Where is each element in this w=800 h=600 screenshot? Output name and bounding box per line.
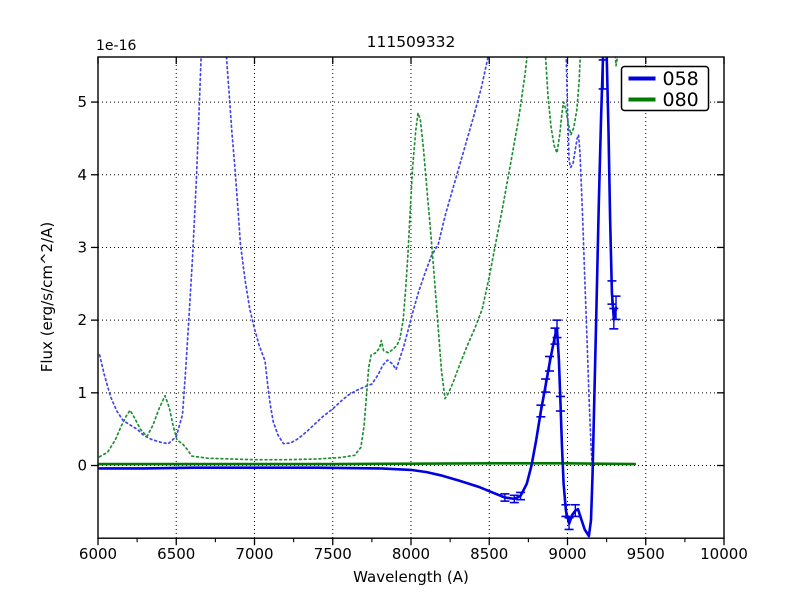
x-tick-label: 6500 [157, 545, 195, 563]
x-tick-label: 8000 [392, 545, 430, 563]
series-line-058-noise-spectrum[interactable] [98, 44, 594, 465]
y-tick-label: 5 [77, 93, 87, 111]
legend-label: 080 [663, 89, 699, 111]
gridlines [97, 57, 725, 539]
x-tick-label: 9500 [627, 545, 665, 563]
y-axis-offset-text: 1e-16 [96, 38, 136, 54]
x-tick-label: 7000 [235, 545, 273, 563]
y-axis-label: Flux (erg/s/cm^2/A) [38, 222, 56, 373]
axis-labels: 111509332 1e-16 6000 6500 7000 7500 8000 8500 90… [38, 33, 748, 586]
axes-frame [91, 56, 725, 546]
legend-label: 058 [663, 68, 699, 90]
series-line-080[interactable] [98, 462, 637, 466]
x-tick-label: 6000 [79, 545, 117, 563]
series-line-080-noise-spectrum[interactable] [98, 44, 619, 461]
y-tick-label: 4 [77, 166, 87, 184]
x-tick-label: 8500 [470, 545, 508, 563]
x-tick-label: 9000 [548, 545, 586, 563]
series-lines [98, 44, 637, 538]
x-tick-label: 10000 [700, 545, 748, 563]
y-tick-label: 1 [77, 384, 87, 402]
error-bars [500, 59, 621, 531]
y-tick-label: 2 [77, 311, 87, 329]
x-axis-label: Wavelength (A) [353, 568, 469, 586]
x-tick-label: 7500 [314, 545, 352, 563]
chart-title: 111509332 [367, 33, 456, 51]
y-tick-label: 0 [77, 457, 87, 475]
series-line-058[interactable] [98, 51, 618, 538]
y-tick-label: 3 [77, 238, 87, 256]
